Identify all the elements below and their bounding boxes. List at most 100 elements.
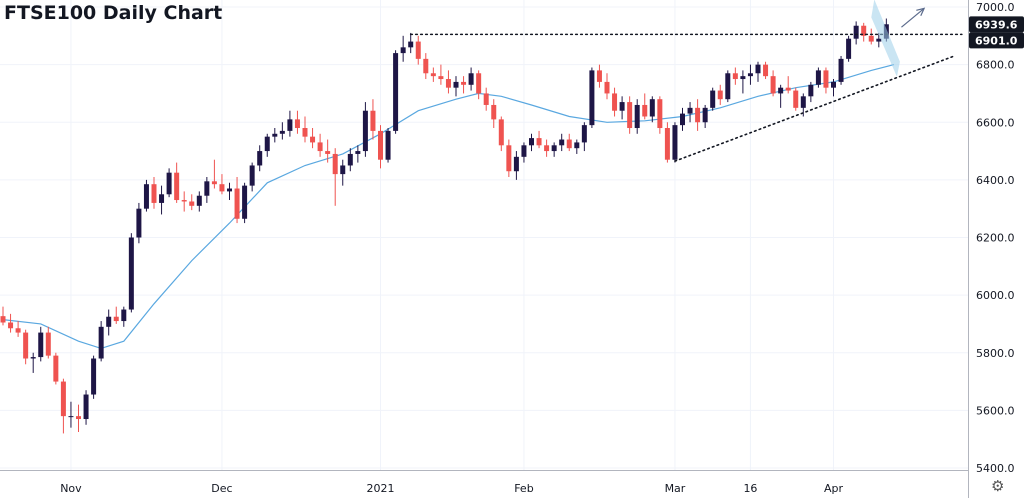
y-tick-label: 7000.0	[976, 1, 1015, 14]
candle-body	[627, 102, 633, 129]
candle-up	[521, 142, 527, 163]
arrow-head	[916, 7, 926, 16]
candle-body	[453, 81, 459, 88]
candle-down	[642, 93, 648, 120]
candle-down	[476, 70, 482, 100]
price-badge: 6901.0	[969, 32, 1024, 49]
candle-body	[294, 119, 300, 129]
candle-body	[355, 151, 361, 154]
candle-body	[23, 332, 29, 359]
candle-body	[362, 110, 368, 152]
candle-body	[672, 125, 678, 160]
candle-up	[242, 182, 248, 224]
candle-down	[732, 67, 738, 85]
candle-body	[695, 107, 701, 123]
candle-body	[838, 58, 844, 82]
candle-body	[408, 41, 414, 48]
candles-layer	[0, 18, 889, 434]
candle-body	[529, 138, 534, 146]
candle-up	[136, 202, 142, 244]
candle-body	[649, 99, 655, 117]
candle-body	[521, 145, 527, 157]
candle-body	[551, 145, 557, 152]
candle-body	[853, 25, 859, 39]
candle-up	[468, 67, 474, 91]
candle-up	[589, 67, 595, 129]
candle-body	[234, 188, 240, 219]
candle-body	[612, 93, 618, 111]
candle-up	[393, 50, 399, 134]
candle-down	[498, 116, 504, 152]
candle-body	[755, 64, 761, 74]
x-tick-label: 2021	[367, 482, 395, 495]
candle-body	[159, 194, 165, 203]
moving-average-line	[2, 64, 895, 350]
candle-up	[740, 70, 746, 94]
candle-body	[596, 70, 602, 82]
gear-icon[interactable]: ⚙	[991, 477, 1005, 495]
candle-down	[717, 84, 723, 105]
candle-body	[544, 145, 550, 152]
candle-up	[876, 32, 882, 48]
candle-body	[106, 316, 112, 327]
candle-body	[181, 200, 187, 202]
candle-up	[815, 67, 821, 88]
arrow-shaft	[901, 7, 925, 28]
x-axis: Nov Dec 2021 Feb Mar 16 Apr	[60, 482, 843, 495]
candle-body	[227, 188, 232, 192]
candle-body	[657, 99, 663, 129]
candle-body	[340, 165, 346, 175]
candle-down	[45, 326, 51, 359]
candle-body	[536, 138, 542, 146]
candle-up	[257, 145, 263, 172]
candle-body	[581, 125, 587, 143]
candle-body	[770, 76, 776, 94]
price-badge-label: 6939.6	[975, 18, 1018, 31]
candle-up	[687, 102, 693, 123]
candle-up	[204, 176, 210, 203]
candle-body	[249, 165, 255, 186]
candle-down	[332, 148, 338, 206]
candle-down	[378, 125, 383, 169]
candle-body	[151, 184, 157, 203]
candle-body	[174, 172, 180, 201]
candle-body	[310, 136, 316, 143]
candle-down	[174, 162, 180, 203]
candle-body	[166, 172, 172, 195]
candle-down	[536, 130, 542, 149]
candle-body	[423, 58, 429, 74]
candle-body	[793, 90, 799, 108]
candle-body	[332, 153, 338, 175]
candle-down	[445, 70, 451, 94]
candle-body	[317, 142, 323, 152]
candle-body	[91, 358, 97, 395]
candle-up	[408, 32, 414, 54]
candle-up	[128, 233, 134, 313]
candle-body	[506, 145, 512, 172]
x-tick-label: Nov	[60, 482, 82, 495]
candle-up	[121, 306, 127, 327]
candle-up	[355, 145, 361, 163]
candle-down	[785, 76, 791, 94]
candle-up	[249, 162, 255, 192]
trend-arrow	[901, 7, 926, 28]
candle-body	[0, 316, 6, 323]
candle-body	[242, 185, 248, 219]
y-tick-label: 6400.0	[976, 174, 1015, 187]
candle-body	[559, 139, 565, 146]
candle-body	[476, 73, 482, 94]
candle-up	[83, 390, 89, 425]
candle-body	[378, 130, 383, 160]
candle-down	[211, 159, 217, 189]
candle-down	[695, 99, 701, 131]
annotations-layer	[409, 0, 963, 162]
candle-down	[868, 28, 874, 45]
candle-up	[453, 76, 459, 97]
candle-body	[785, 87, 791, 91]
candle-body	[461, 81, 467, 85]
candle-body	[347, 153, 353, 166]
candle-body	[438, 76, 444, 80]
candle-down	[438, 64, 444, 85]
candle-up	[551, 142, 557, 157]
candle-up	[831, 79, 836, 97]
